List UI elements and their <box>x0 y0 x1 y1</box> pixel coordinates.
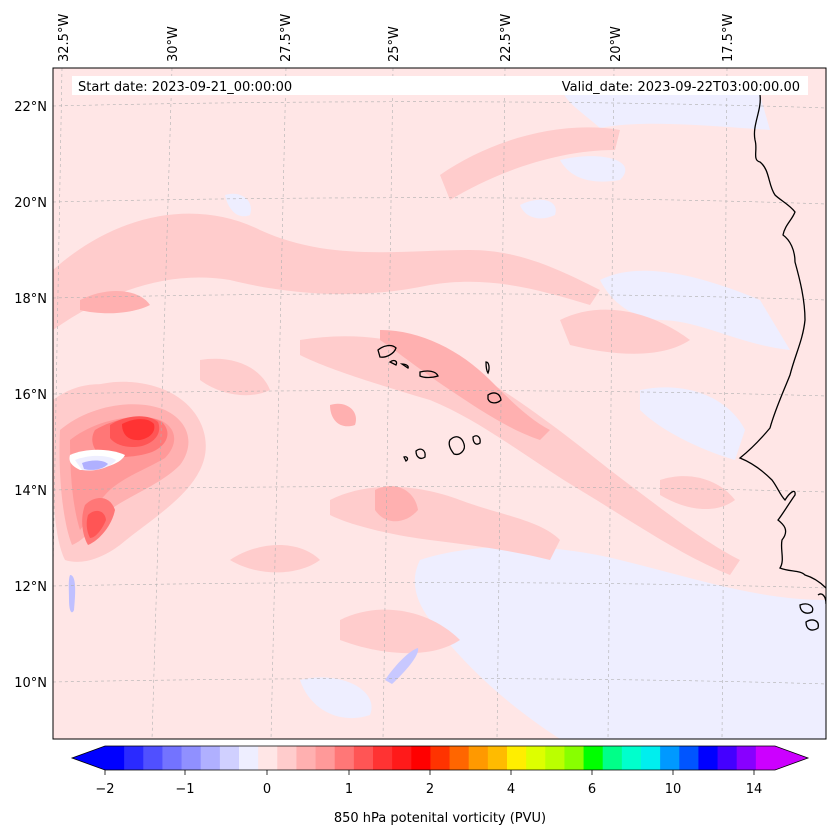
colorbar-tick-label: 4 <box>507 782 515 797</box>
colorbar-segment <box>105 746 125 770</box>
lon-label: 20°W <box>609 26 624 62</box>
lon-label: 25°W <box>387 26 402 62</box>
colorbar-segment <box>621 746 642 770</box>
colorbar-segment <box>353 746 374 770</box>
colorbar-segment <box>277 746 298 770</box>
colorbar-segment <box>507 746 527 770</box>
lat-label: 22°N <box>14 100 47 115</box>
longitude-labels: 32.5°W 30°W 27.5°W 25°W 22.5°W 20°W 17.5… <box>57 14 736 62</box>
colorbar-title: 850 hPa potenital vorticity (PVU) <box>334 811 546 826</box>
map-frame <box>52 67 827 740</box>
colorbar-segment <box>487 746 508 770</box>
lat-label: 16°N <box>14 388 47 403</box>
colorbar-segment <box>219 746 240 770</box>
date-annotation-box <box>72 76 808 95</box>
lon-label: 22.5°W <box>499 14 514 62</box>
colorbar-segment <box>755 746 776 770</box>
colorbar-segment <box>373 746 393 770</box>
lon-label: 32.5°W <box>57 14 72 62</box>
colorbar-extend-low <box>72 746 105 770</box>
negative-pv-patches <box>225 78 826 739</box>
vortex-core <box>53 381 206 562</box>
colorbar-segments <box>105 746 776 770</box>
colorbar-segment <box>143 746 164 770</box>
lat-label: 14°N <box>14 484 47 499</box>
colorbar-tick-label: 2 <box>426 782 434 797</box>
colorbar-tick-label: 1 <box>345 782 353 797</box>
colorbar-segment <box>449 746 470 770</box>
colorbar-segment <box>162 746 183 770</box>
colorbar-tick-label: 0 <box>263 782 271 797</box>
colorbar-segment <box>583 746 604 770</box>
blue-streak-south <box>385 648 419 684</box>
colorbar-tick-label: 10 <box>665 782 682 797</box>
colorbar-segment <box>660 746 680 770</box>
colorbar-segment <box>602 746 623 770</box>
colorbar-segment <box>564 746 585 770</box>
start-date-label: Start date: 2023-09-21_00:00:00 <box>78 80 292 95</box>
colorbar-ticks: −2 −1 0 1 2 4 6 10 14 <box>95 770 762 797</box>
colorbar-segment <box>641 746 661 770</box>
gridlines <box>53 68 826 739</box>
colorbar-segment <box>679 746 700 770</box>
lon-label: 17.5°W <box>721 14 736 62</box>
blue-streak-west <box>68 575 76 613</box>
pv-field <box>53 68 826 739</box>
colorbar-tick-label: 6 <box>588 782 596 797</box>
moderate-positive-bands <box>80 290 550 522</box>
colorbar-segment <box>124 746 144 770</box>
colorbar-segment <box>258 746 278 770</box>
colorbar-extend-high <box>775 746 808 770</box>
valid-date-label: Valid_date: 2023-09-22T03:00:00.00 <box>562 80 800 95</box>
colorbar-tick-label: 14 <box>746 782 763 797</box>
lat-label: 10°N <box>14 676 47 691</box>
colorbar-segment <box>736 746 757 770</box>
colorbar-segment <box>526 746 546 770</box>
colorbar-segment <box>430 746 451 770</box>
colorbar: −2 −1 0 1 2 4 6 10 14 850 hPa potenital vorticit… <box>70 745 810 826</box>
colorbar-segment <box>411 746 432 770</box>
lon-label: 30°W <box>166 26 181 62</box>
lon-label: 27.5°W <box>279 14 294 62</box>
colorbar-segment <box>698 746 719 770</box>
cape-verde-islands <box>377 344 502 462</box>
lat-label: 20°N <box>14 196 47 211</box>
latitude-labels: 22°N 20°N 18°N 16°N 14°N 12°N 10°N <box>14 100 47 691</box>
colorbar-segment <box>200 746 221 770</box>
colorbar-segment <box>334 746 355 770</box>
colorbar-segment <box>392 746 412 770</box>
colorbar-segment <box>181 746 202 770</box>
colorbar-tick-label: −1 <box>175 782 194 797</box>
colorbar-segment <box>717 746 738 770</box>
colorbar-segment <box>296 746 317 770</box>
colorbar-segment <box>239 746 259 770</box>
colorbar-tick-label: −2 <box>95 782 114 797</box>
lat-label: 12°N <box>14 580 47 595</box>
colorbar-segment <box>468 746 489 770</box>
colorbar-segment <box>315 746 336 770</box>
colorbar-segment <box>545 746 566 770</box>
lat-label: 18°N <box>14 292 47 307</box>
